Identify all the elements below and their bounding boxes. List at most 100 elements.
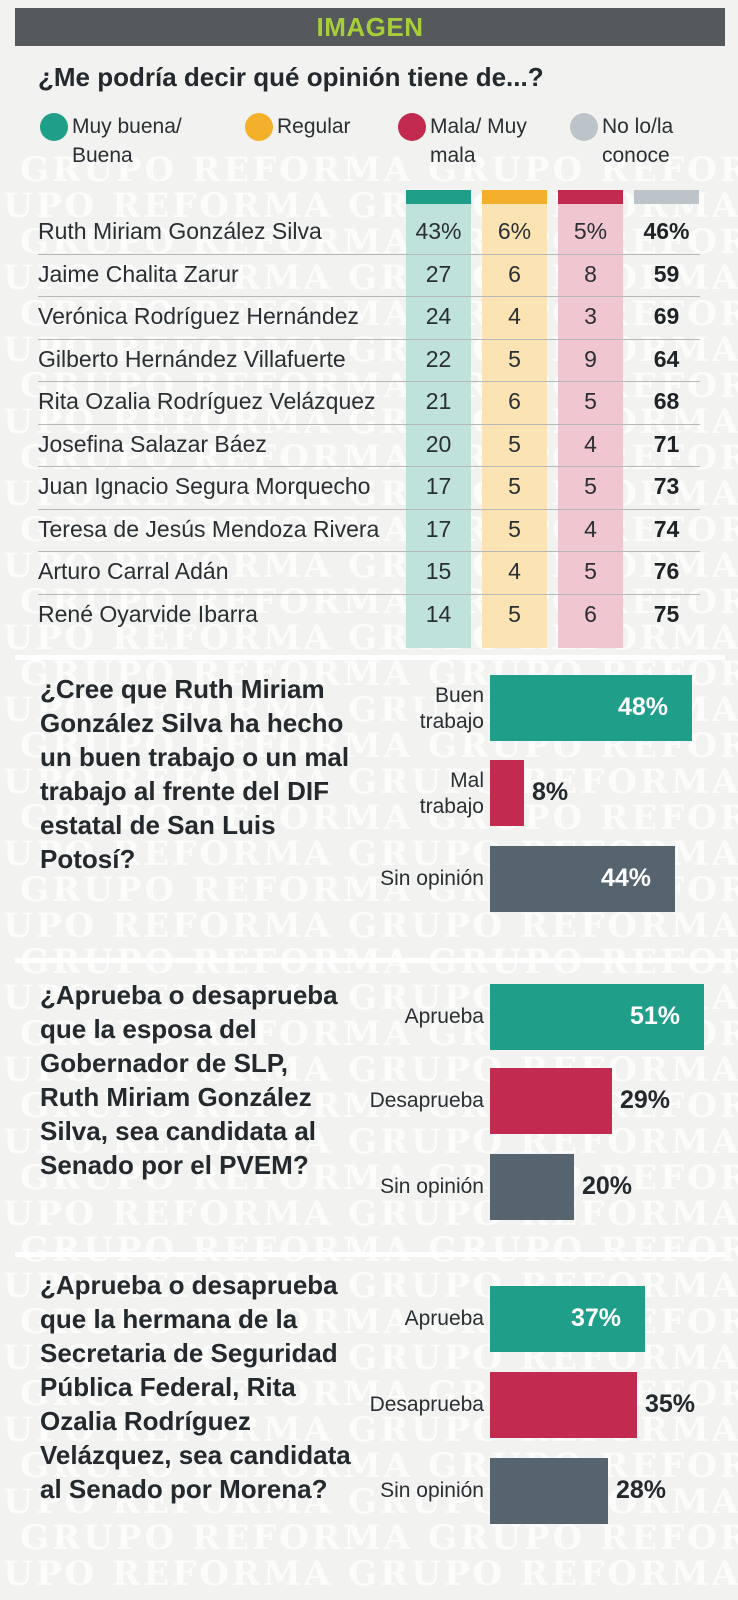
table-row: Gilberto Hernández Villafuerte 22 5 9 64 <box>38 340 700 382</box>
value-regular: 5 <box>508 430 521 457</box>
value-regular: 6 <box>508 388 521 414</box>
bar-category-label: Sin opinión <box>380 867 484 890</box>
candidate-name: Juan Ignacio Segura Morquecho <box>38 473 371 499</box>
bar-value-label: 29% <box>620 1086 671 1114</box>
value-good: 17 <box>425 515 452 542</box>
legend-swatch-unknown <box>570 113 598 141</box>
bar-value-label: 35% <box>645 1390 696 1418</box>
value-regular: 5 <box>508 600 521 627</box>
candidate-name: Arturo Carral Adán <box>38 558 229 584</box>
legend-label-good: Muy buena/ Buena <box>72 115 182 167</box>
value-regular: 4 <box>508 303 521 329</box>
bar-category-label: Mal trabajo <box>419 769 484 818</box>
value-good: 24 <box>425 303 452 329</box>
bar-value-label: 8% <box>532 778 569 806</box>
value-regular: 4 <box>508 558 521 584</box>
legend-item-good: Muy buena/ Buena <box>40 112 202 170</box>
value-regular: 5 <box>508 345 521 372</box>
bar-value-label: 51% <box>630 1002 681 1030</box>
question-morena-candidacy: ¿Aprueba o desaprueba que la hermana de … <box>40 1270 351 1504</box>
legend-label-regular: Regular <box>277 115 351 138</box>
candidate-name: Rita Ozalia Rodríguez Velázquez <box>38 388 376 414</box>
value-good: 21 <box>425 388 452 414</box>
value-good: 27 <box>425 260 452 287</box>
bar-mark <box>490 1068 612 1134</box>
value-good: 15 <box>425 558 452 584</box>
column-bg-regular <box>482 190 547 648</box>
value-unknown: 68 <box>653 388 680 414</box>
bar-category-label: Aprueba <box>404 1307 484 1330</box>
table-row: Rita Ozalia Rodríguez Velázquez 21 6 5 68 <box>38 382 700 425</box>
bar-mark <box>490 984 704 1050</box>
question-dif-work: ¿Cree que Ruth Miriam González Silva ha … <box>40 674 350 874</box>
bar-value-label: 37% <box>571 1304 622 1332</box>
bar-mark <box>490 1154 574 1220</box>
value-unknown: 71 <box>653 430 680 457</box>
bar-category-label: Desaprueba <box>369 1089 484 1112</box>
value-good: 43% <box>415 218 462 244</box>
candidate-name: Verónica Rodríguez Hernández <box>38 303 359 329</box>
table-row: Juan Ignacio Segura Morquecho 17 5 5 73 <box>38 467 700 510</box>
bar-category-label: Aprueba <box>404 1005 484 1028</box>
bar-value-label: 48% <box>618 693 669 721</box>
column-bg-bad <box>558 190 623 648</box>
candidate-name: Ruth Miriam González Silva <box>38 218 322 244</box>
bar-mark <box>490 1286 645 1352</box>
opinion-table: Ruth Miriam González Silva 43% 6% 5% 46% Jaim… <box>38 212 700 637</box>
table-row: Arturo Carral Adán 15 4 5 76 <box>38 552 700 595</box>
question-pvem-candidacy: ¿Aprueba o desaprueba que la esposa del … <box>40 980 338 1180</box>
candidate-name: René Oyarvide Ibarra <box>38 600 258 627</box>
value-bad: 5% <box>573 218 608 244</box>
watermark-text: GRUPO REFORMA GRUPO REFORMA GRUPO REFORM… <box>20 1518 738 1558</box>
value-bad: 6 <box>584 600 597 627</box>
legend-item-regular: Regular <box>245 112 407 141</box>
column-header-good <box>406 190 471 204</box>
candidate-name: Teresa de Jesús Mendoza Rivera <box>38 515 380 542</box>
bar-category-label: Buen trabajo <box>419 684 484 733</box>
legend-swatch-good <box>40 113 68 141</box>
legend-label-bad: Mala/ Muy mala <box>430 115 527 167</box>
value-bad: 4 <box>584 515 597 542</box>
bar-mark <box>490 1458 608 1524</box>
table-row: René Oyarvide Ibarra 14 5 6 75 <box>38 595 700 638</box>
value-bad: 4 <box>584 430 597 457</box>
value-unknown: 73 <box>653 473 680 499</box>
value-good: 17 <box>425 473 452 499</box>
value-unknown: 75 <box>653 600 680 627</box>
legend-swatch-regular <box>245 113 273 141</box>
bar-value-label: 44% <box>601 864 652 892</box>
value-regular: 6% <box>497 218 532 244</box>
bar-value-label: 28% <box>616 1476 667 1504</box>
value-good: 22 <box>425 345 452 372</box>
value-unknown: 64 <box>653 345 680 372</box>
table-row: Verónica Rodríguez Hernández 24 4 3 69 <box>38 297 700 340</box>
bar-category-label: Desaprueba <box>369 1393 484 1416</box>
watermark-text: GRUPO REFORMA GRUPO REFORMA GRUPO REFORM… <box>0 1554 738 1594</box>
value-good: 14 <box>425 600 452 627</box>
legend-item-bad: Mala/ Muy mala <box>398 112 540 170</box>
section-header: IMAGEN <box>15 8 725 46</box>
value-regular: 5 <box>508 473 521 499</box>
value-unknown: 74 <box>653 515 680 542</box>
table-row: Ruth Miriam González Silva 43% 6% 5% 46% <box>38 212 700 255</box>
value-good: 20 <box>425 430 452 457</box>
table-row: Jaime Chalita Zarur 27 6 8 59 <box>38 255 700 297</box>
section-divider <box>15 958 725 963</box>
section-header-title: IMAGEN <box>316 11 424 42</box>
column-header-unknown <box>634 190 699 204</box>
value-bad: 3 <box>584 303 597 329</box>
bar-mark <box>490 760 524 826</box>
value-bad: 8 <box>584 260 597 287</box>
value-unknown: 59 <box>653 260 680 287</box>
bar-category-label: Sin opinión <box>380 1479 484 1502</box>
bar-mark <box>490 1372 637 1438</box>
value-unknown: 69 <box>653 303 680 329</box>
table-row: Teresa de Jesús Mendoza Rivera 17 5 4 74 <box>38 510 700 552</box>
bar-mark <box>490 846 675 912</box>
value-bad: 5 <box>584 388 597 414</box>
candidate-name: Jaime Chalita Zarur <box>38 260 239 287</box>
value-regular: 5 <box>508 515 521 542</box>
legend-label-unknown: No lo/la conoce <box>602 115 674 167</box>
section-divider <box>15 655 725 660</box>
watermark-text: GRUPO REFORMA GRUPO REFORMA GRUPO REFORM… <box>20 1230 738 1270</box>
